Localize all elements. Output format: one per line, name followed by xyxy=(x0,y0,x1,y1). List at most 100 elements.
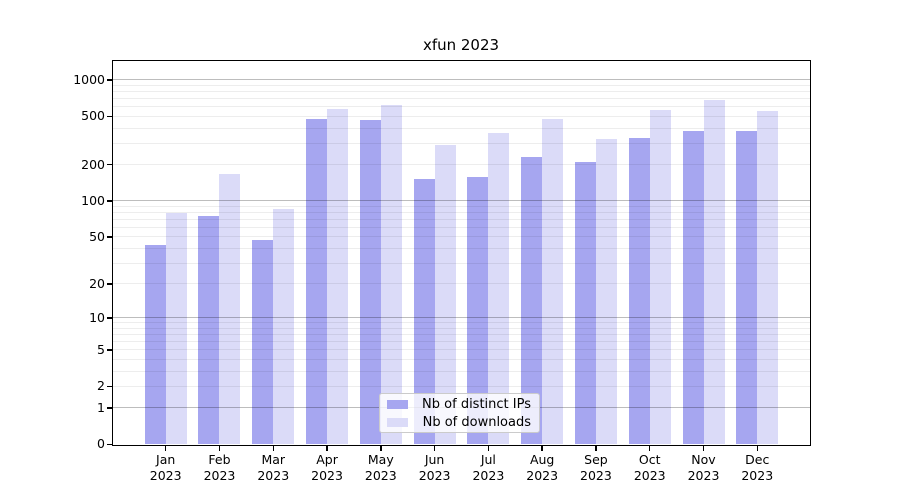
x-axis-tick xyxy=(487,446,490,451)
y-axis-tick-label: 10 xyxy=(89,309,105,325)
minor-gridline xyxy=(113,327,810,329)
bar-downloads xyxy=(595,139,617,445)
x-axis-tick xyxy=(326,446,328,451)
y-axis-tick-label: 5 xyxy=(97,341,105,357)
minor-gridline xyxy=(113,164,810,166)
minor-gridline xyxy=(113,212,810,214)
bar-downloads xyxy=(380,105,402,445)
x-axis-tick xyxy=(648,446,651,451)
minor-gridline xyxy=(113,247,810,249)
bar-distinct-ips xyxy=(467,177,489,445)
y-axis-tick xyxy=(106,236,112,238)
bar-downloads xyxy=(649,109,671,445)
x-axis-tick-label: Jul 2023 xyxy=(472,452,505,483)
bar-downloads xyxy=(757,110,779,445)
x-axis-tick-label: Mar 2023 xyxy=(257,452,290,483)
bar-downloads xyxy=(434,145,456,445)
x-axis-tick xyxy=(595,446,597,451)
bar-distinct-ips xyxy=(144,244,166,445)
y-axis-tick-label: 500 xyxy=(81,108,105,124)
x-axis-tick xyxy=(702,446,705,451)
bar-distinct-ips xyxy=(628,137,650,445)
bar-distinct-ips xyxy=(736,131,758,445)
minor-gridline xyxy=(113,283,810,285)
y-axis-tick-label: 200 xyxy=(81,156,105,172)
y-axis-tick xyxy=(106,115,112,118)
x-axis-tick xyxy=(756,446,759,451)
legend-swatch-downloads xyxy=(387,417,408,427)
bar-downloads xyxy=(219,173,241,445)
x-axis-tick-label: Aug 2023 xyxy=(526,452,559,483)
bar-downloads xyxy=(488,132,510,445)
y-axis-tick-label: 1000 xyxy=(73,71,105,87)
bar-distinct-ips xyxy=(306,118,328,445)
minor-gridline xyxy=(113,98,810,100)
minor-gridline xyxy=(113,127,810,129)
legend: Nb of distinct IPs Nb of downloads xyxy=(379,393,540,433)
bar-downloads xyxy=(165,212,187,445)
x-axis-tick-label: Apr 2023 xyxy=(311,452,343,483)
y-axis-tick-label: 1 xyxy=(97,399,105,415)
y-axis-tick xyxy=(106,317,112,319)
major-gridline xyxy=(113,79,810,81)
minor-gridline xyxy=(113,341,810,343)
y-axis-tick xyxy=(106,443,112,446)
minor-gridline xyxy=(113,262,810,264)
y-axis-tick xyxy=(106,349,112,351)
minor-gridline xyxy=(113,358,810,360)
x-axis-tick xyxy=(541,446,543,451)
minor-gridline xyxy=(113,385,810,387)
bar-distinct-ips xyxy=(413,178,435,445)
bar-distinct-ips xyxy=(521,156,543,445)
x-axis-tick-label: Oct 2023 xyxy=(633,452,666,483)
minor-gridline xyxy=(113,349,810,351)
bar-downloads xyxy=(273,209,295,445)
legend-label-distinct-ips: Nb of distinct IPs xyxy=(422,396,531,412)
minor-gridline xyxy=(113,84,810,86)
minor-gridline xyxy=(113,322,810,324)
bar-downloads xyxy=(703,99,725,445)
bar-distinct-ips xyxy=(359,120,381,445)
bar-distinct-ips xyxy=(574,162,596,445)
major-gridline xyxy=(113,200,810,202)
y-axis-tick-label: 2 xyxy=(97,378,105,394)
minor-gridline xyxy=(113,142,810,144)
x-axis-tick-label: Dec 2023 xyxy=(741,452,774,483)
x-axis-tick xyxy=(380,446,382,451)
minor-gridline xyxy=(113,205,810,207)
minor-gridline xyxy=(113,370,810,372)
major-gridline xyxy=(113,317,810,319)
minor-gridline xyxy=(113,115,810,117)
x-axis-tick-label: Nov 2023 xyxy=(687,452,720,483)
bar-distinct-ips xyxy=(252,240,274,445)
x-axis-tick-label: Feb 2023 xyxy=(203,452,236,483)
x-axis-tick xyxy=(433,446,436,451)
y-axis-tick-label: 50 xyxy=(89,228,105,244)
y-axis-tick xyxy=(106,385,112,388)
minor-gridline xyxy=(113,334,810,336)
chart-title: xfun 2023 xyxy=(422,36,500,54)
x-axis-tick xyxy=(272,446,274,451)
y-axis-tick-label: 100 xyxy=(81,192,105,208)
minor-gridline xyxy=(113,106,810,108)
y-axis-tick-label: 0 xyxy=(97,436,105,452)
x-axis-tick-label: May 2023 xyxy=(364,452,397,483)
x-axis-tick xyxy=(164,446,167,451)
legend-item-downloads: Nb of downloads xyxy=(387,415,531,430)
minor-gridline xyxy=(113,219,810,220)
bar-distinct-ips xyxy=(198,215,220,445)
bar-downloads xyxy=(327,109,349,445)
minor-gridline xyxy=(113,236,810,238)
y-axis-tick-label: 20 xyxy=(89,275,105,291)
x-axis-tick xyxy=(218,446,221,451)
bar-distinct-ips xyxy=(682,130,704,445)
y-axis-tick xyxy=(106,163,112,166)
y-axis-tick xyxy=(106,407,112,409)
y-axis-tick xyxy=(106,79,112,81)
x-axis-tick-label: Sep 2023 xyxy=(580,452,612,483)
minor-gridline xyxy=(113,227,810,229)
x-axis-tick-label: Jan 2023 xyxy=(149,452,182,483)
legend-label-downloads: Nb of downloads xyxy=(422,414,531,430)
minor-gridline xyxy=(113,91,810,93)
